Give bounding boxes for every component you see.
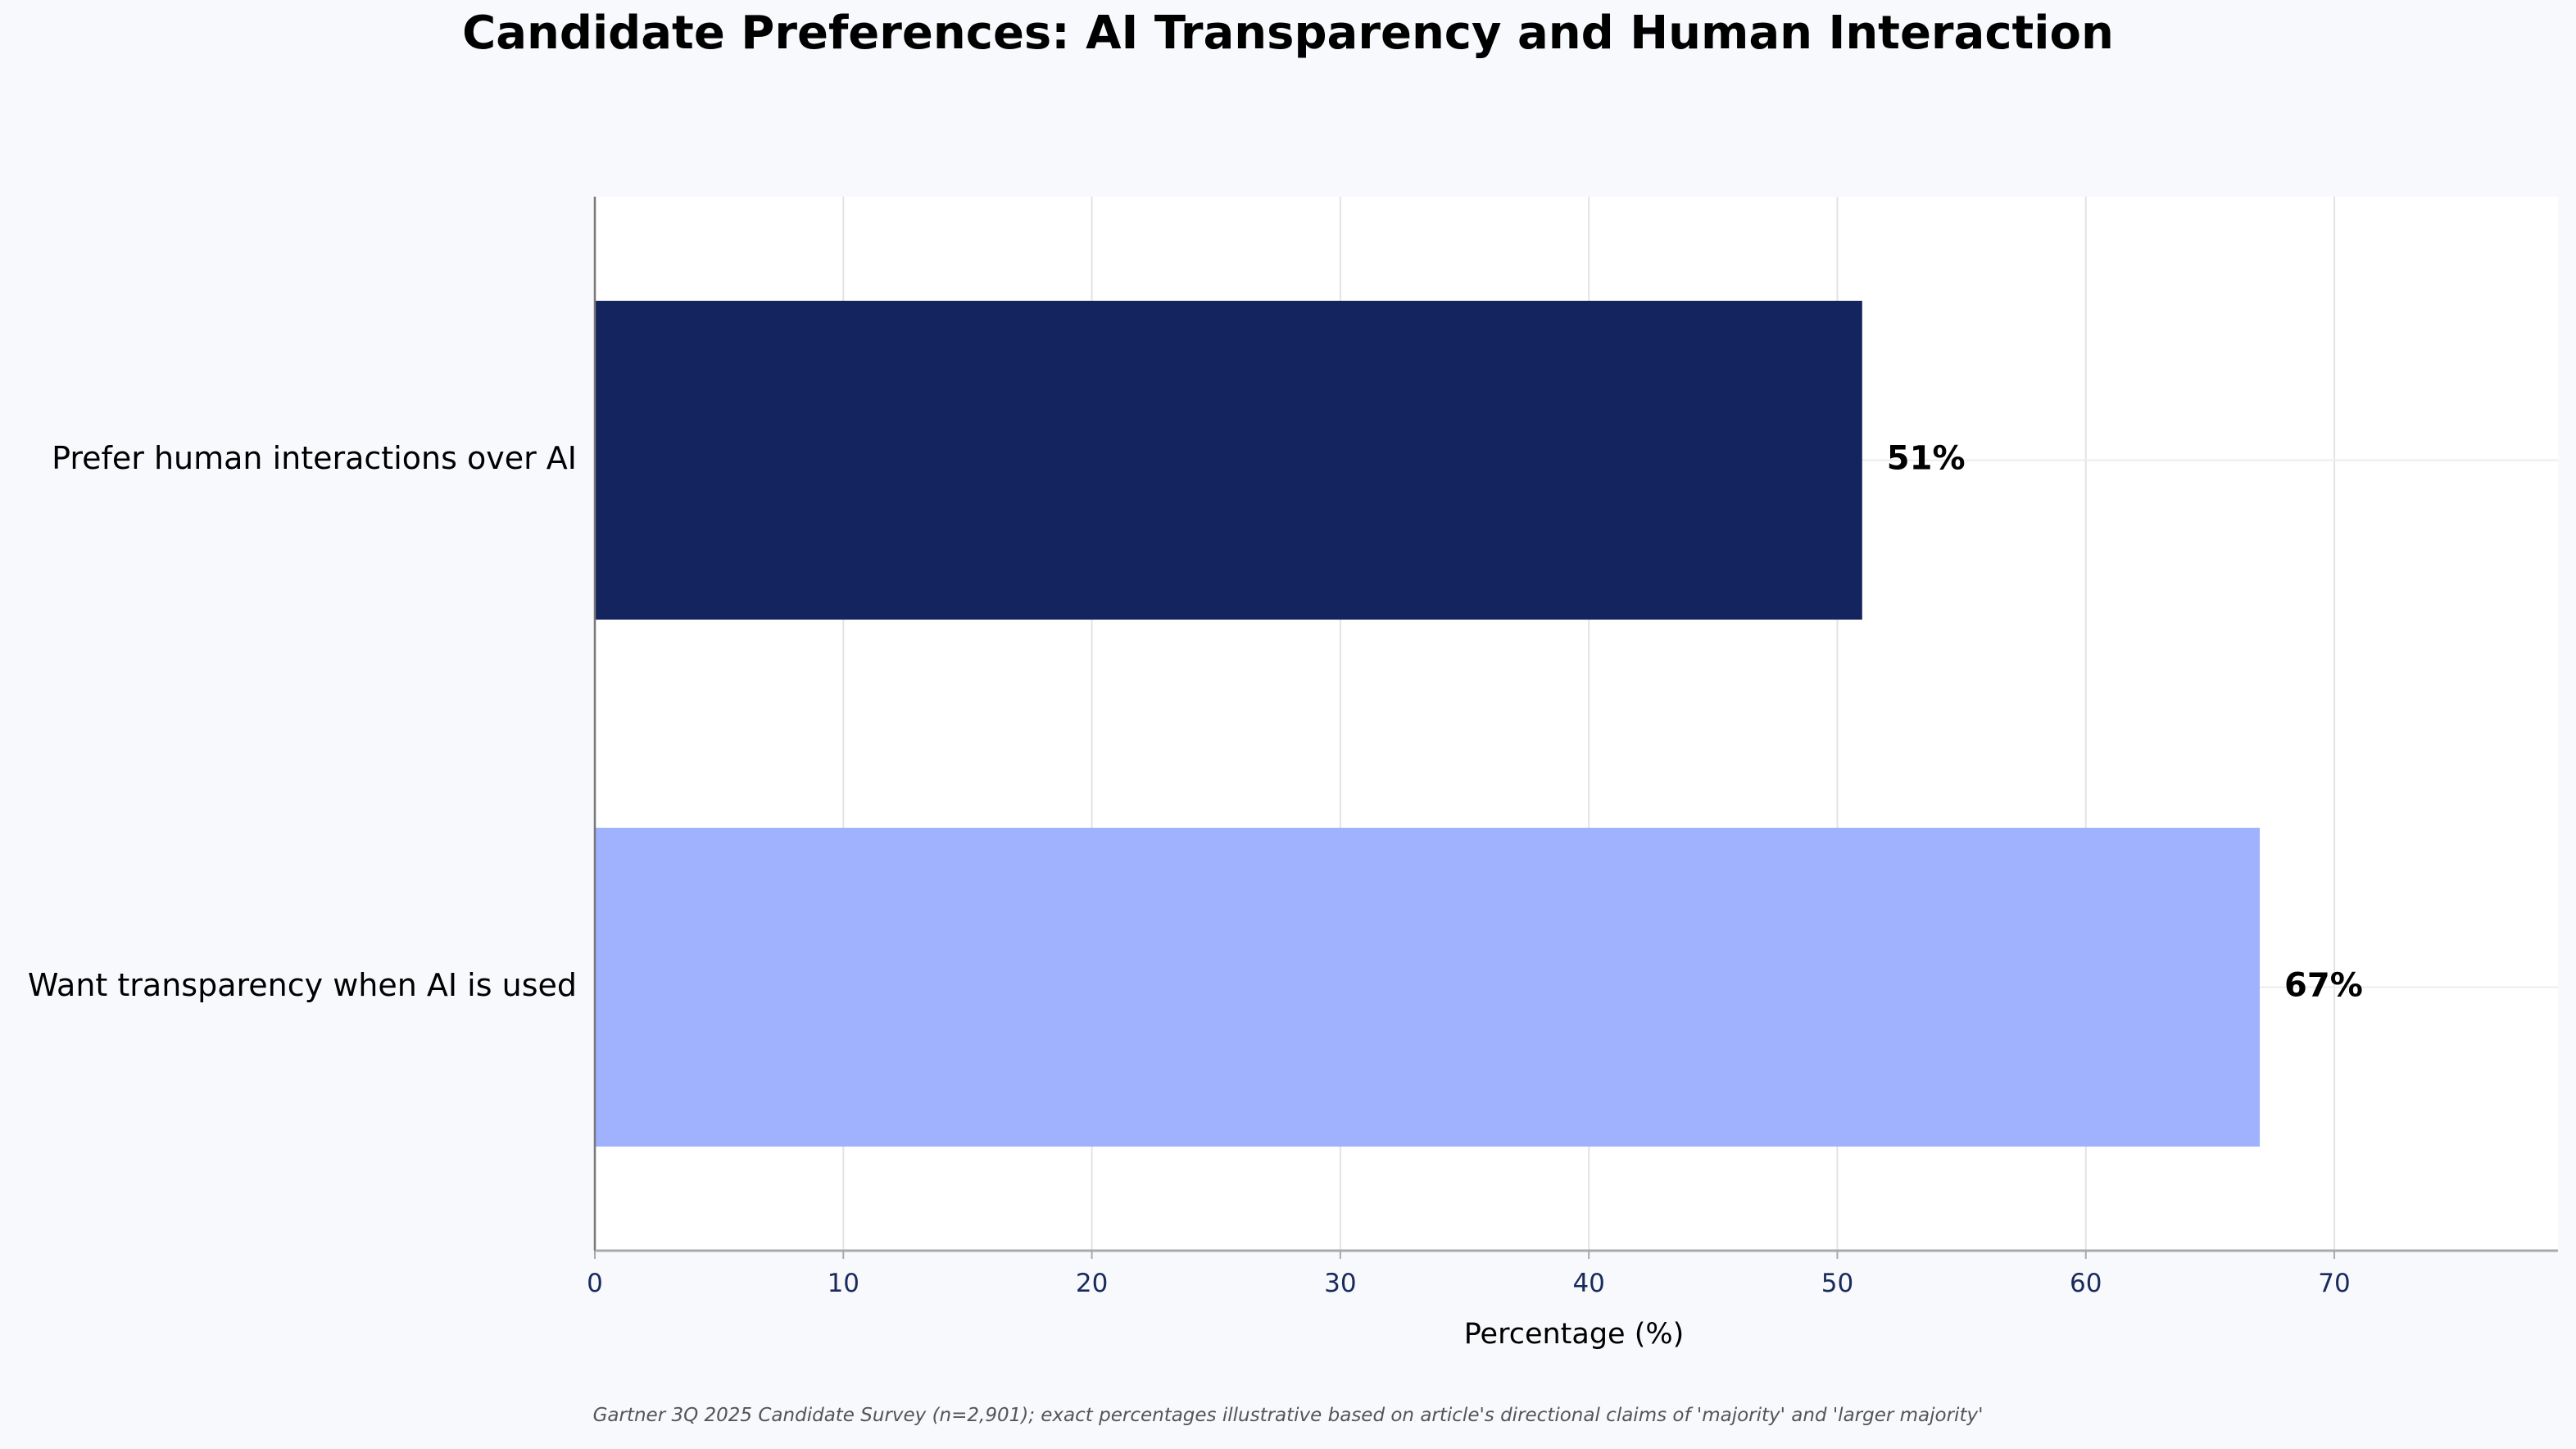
chart-title: Candidate Preferences: AI Transparency a… <box>462 7 2114 60</box>
x-tick-label: 70 <box>2318 1269 2350 1298</box>
x-tick-label: 10 <box>828 1269 859 1298</box>
data-label: 67% <box>2284 967 2363 1005</box>
x-tick-label: 0 <box>587 1269 603 1298</box>
y-tick-label: Want transparency when AI is used <box>28 967 577 1003</box>
y-tick-label: Prefer human interactions over AI <box>52 440 577 476</box>
x-tick-label: 40 <box>1572 1269 1604 1298</box>
bar <box>595 827 2261 1147</box>
x-tick-label: 20 <box>1076 1269 1108 1298</box>
x-tick-label: 50 <box>1821 1269 1853 1298</box>
data-label: 51% <box>1887 440 1966 478</box>
x-tick-label: 60 <box>2070 1269 2102 1298</box>
x-axis-title: Percentage (%) <box>1464 1318 1685 1351</box>
bar <box>595 300 1862 620</box>
x-tick-label: 30 <box>1324 1269 1356 1298</box>
footnote: Gartner 3Q 2025 Candidate Survey (n=2,90… <box>592 1405 1984 1426</box>
